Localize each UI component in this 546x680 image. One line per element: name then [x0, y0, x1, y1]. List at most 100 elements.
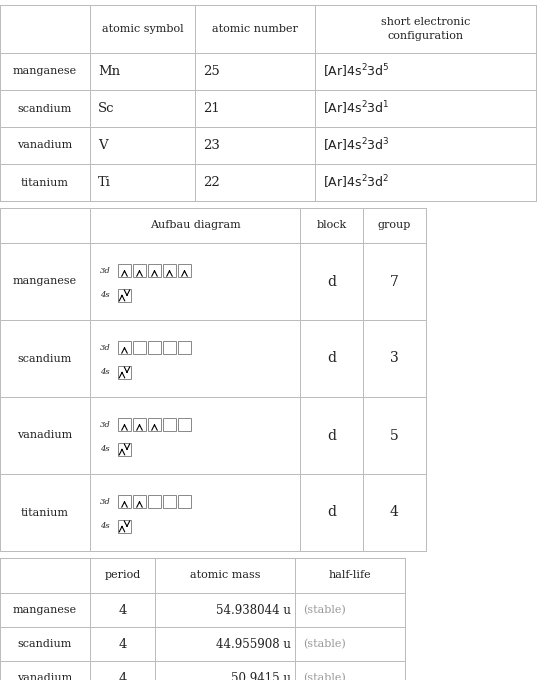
Text: short electronic
configuration: short electronic configuration: [381, 18, 470, 41]
Bar: [0, 5, 90, 53]
Bar: [118, 443, 131, 456]
Bar: [148, 418, 161, 431]
Bar: [178, 265, 191, 277]
Bar: [155, 593, 295, 627]
Text: 4s: 4s: [100, 291, 110, 299]
Text: d: d: [327, 428, 336, 443]
Text: 3d: 3d: [100, 421, 111, 428]
Bar: [118, 289, 131, 302]
Text: vanadium: vanadium: [17, 673, 73, 680]
Bar: [163, 418, 176, 431]
Bar: [0, 397, 90, 474]
Bar: [0, 661, 90, 680]
Bar: [148, 265, 161, 277]
Text: (stable): (stable): [303, 639, 346, 649]
Bar: [90, 127, 195, 164]
Bar: [0, 53, 90, 90]
Text: scandium: scandium: [18, 354, 72, 364]
Text: 4: 4: [118, 604, 127, 617]
Bar: [0, 474, 90, 551]
Bar: [90, 661, 155, 680]
Text: 50.9415 u: 50.9415 u: [231, 672, 291, 680]
Text: 3d: 3d: [100, 267, 111, 275]
Bar: [363, 474, 426, 551]
Bar: [0, 558, 405, 680]
Bar: [90, 243, 300, 320]
Bar: [195, 127, 315, 164]
Bar: [0, 558, 90, 593]
Bar: [315, 53, 536, 90]
Text: atomic mass: atomic mass: [190, 571, 260, 581]
Bar: [0, 593, 90, 627]
Text: 25: 25: [203, 65, 219, 78]
Text: 44.955908 u: 44.955908 u: [216, 638, 291, 651]
Text: scandium: scandium: [18, 103, 72, 114]
Bar: [90, 627, 155, 661]
Text: 4: 4: [390, 505, 399, 520]
Bar: [90, 320, 300, 397]
Bar: [90, 208, 300, 243]
Bar: [163, 265, 176, 277]
Bar: [178, 418, 191, 431]
Bar: [295, 558, 405, 593]
Bar: [195, 53, 315, 90]
Text: 3: 3: [390, 352, 399, 366]
Text: Aufbau diagram: Aufbau diagram: [150, 220, 240, 231]
Bar: [90, 558, 155, 593]
Bar: [0, 5, 536, 201]
Text: 7: 7: [390, 275, 399, 288]
Bar: [0, 208, 426, 551]
Text: 4s: 4s: [100, 369, 110, 376]
Text: (stable): (stable): [303, 673, 346, 680]
Bar: [195, 5, 315, 53]
Bar: [90, 593, 155, 627]
Bar: [133, 265, 146, 277]
Bar: [118, 366, 131, 379]
Text: atomic number: atomic number: [212, 24, 298, 34]
Text: 4: 4: [118, 638, 127, 651]
Text: $\mathregular{[Ar]4s^{2}3d^{3}}$: $\mathregular{[Ar]4s^{2}3d^{3}}$: [323, 137, 390, 154]
Text: scandium: scandium: [18, 639, 72, 649]
Text: 4: 4: [118, 672, 127, 680]
Bar: [90, 164, 195, 201]
Bar: [118, 418, 131, 431]
Bar: [118, 495, 131, 508]
Bar: [133, 341, 146, 354]
Bar: [90, 474, 300, 551]
Text: d: d: [327, 505, 336, 520]
Bar: [300, 474, 363, 551]
Bar: [0, 90, 90, 127]
Text: vanadium: vanadium: [17, 430, 73, 441]
Bar: [155, 558, 295, 593]
Bar: [363, 243, 426, 320]
Bar: [0, 320, 90, 397]
Bar: [133, 495, 146, 508]
Text: block: block: [316, 220, 347, 231]
Text: V: V: [98, 139, 108, 152]
Bar: [148, 341, 161, 354]
Bar: [0, 164, 90, 201]
Text: 5: 5: [390, 428, 399, 443]
Text: half-life: half-life: [329, 571, 371, 581]
Bar: [363, 320, 426, 397]
Text: Sc: Sc: [98, 102, 115, 115]
Bar: [300, 208, 363, 243]
Bar: [300, 320, 363, 397]
Bar: [90, 53, 195, 90]
Text: d: d: [327, 352, 336, 366]
Text: $\mathregular{[Ar]4s^{2}3d^{5}}$: $\mathregular{[Ar]4s^{2}3d^{5}}$: [323, 63, 390, 80]
Text: atomic symbol: atomic symbol: [102, 24, 183, 34]
Bar: [363, 208, 426, 243]
Text: 4s: 4s: [100, 445, 110, 454]
Text: Ti: Ti: [98, 176, 111, 189]
Bar: [118, 265, 131, 277]
Bar: [155, 661, 295, 680]
Text: Mn: Mn: [98, 65, 120, 78]
Text: group: group: [378, 220, 411, 231]
Text: manganese: manganese: [13, 67, 77, 77]
Bar: [178, 341, 191, 354]
Bar: [90, 5, 195, 53]
Bar: [315, 90, 536, 127]
Text: (stable): (stable): [303, 605, 346, 615]
Text: 3d: 3d: [100, 343, 111, 352]
